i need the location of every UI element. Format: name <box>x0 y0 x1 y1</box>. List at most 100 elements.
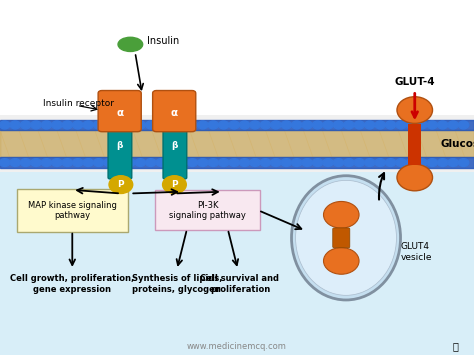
Circle shape <box>41 121 52 129</box>
FancyBboxPatch shape <box>155 190 260 230</box>
Circle shape <box>271 159 281 166</box>
Circle shape <box>354 121 365 129</box>
Circle shape <box>448 159 458 166</box>
Circle shape <box>31 121 41 129</box>
Circle shape <box>187 121 198 129</box>
Circle shape <box>271 121 281 129</box>
Circle shape <box>41 159 52 166</box>
Circle shape <box>219 159 229 166</box>
Circle shape <box>312 159 323 166</box>
Circle shape <box>417 121 427 129</box>
Circle shape <box>208 159 219 166</box>
Ellipse shape <box>397 97 432 123</box>
Text: Cell survival and
proliferation: Cell survival and proliferation <box>201 274 280 294</box>
Circle shape <box>10 159 20 166</box>
Circle shape <box>166 121 177 129</box>
Circle shape <box>135 159 146 166</box>
Circle shape <box>146 121 156 129</box>
Circle shape <box>198 159 208 166</box>
Circle shape <box>302 159 312 166</box>
Circle shape <box>41 121 52 129</box>
Circle shape <box>114 159 125 166</box>
Circle shape <box>385 121 396 129</box>
FancyBboxPatch shape <box>153 91 196 132</box>
Circle shape <box>0 121 10 129</box>
Circle shape <box>198 121 208 129</box>
Circle shape <box>52 159 62 166</box>
Circle shape <box>438 159 448 166</box>
Circle shape <box>104 159 114 166</box>
Circle shape <box>427 159 438 166</box>
Circle shape <box>271 159 281 166</box>
Circle shape <box>438 121 448 129</box>
Circle shape <box>62 121 73 129</box>
Circle shape <box>83 159 93 166</box>
Circle shape <box>104 159 114 166</box>
Circle shape <box>344 121 354 129</box>
Circle shape <box>260 159 271 166</box>
Circle shape <box>31 159 41 166</box>
Circle shape <box>146 159 156 166</box>
Circle shape <box>344 159 354 166</box>
Circle shape <box>406 159 417 166</box>
Circle shape <box>177 159 187 166</box>
Circle shape <box>198 121 208 129</box>
Circle shape <box>125 121 135 129</box>
Circle shape <box>365 159 375 166</box>
Circle shape <box>31 159 41 166</box>
Circle shape <box>146 121 156 129</box>
Circle shape <box>177 121 187 129</box>
Circle shape <box>20 159 31 166</box>
Circle shape <box>229 121 239 129</box>
FancyBboxPatch shape <box>163 109 187 179</box>
Circle shape <box>417 121 427 129</box>
Circle shape <box>93 159 104 166</box>
Circle shape <box>281 121 292 129</box>
Circle shape <box>427 121 438 129</box>
Circle shape <box>438 159 448 166</box>
Circle shape <box>250 159 260 166</box>
Circle shape <box>208 159 219 166</box>
Ellipse shape <box>118 37 143 51</box>
Circle shape <box>135 121 146 129</box>
Circle shape <box>156 121 166 129</box>
Circle shape <box>20 159 31 166</box>
Circle shape <box>375 121 385 129</box>
Circle shape <box>385 159 396 166</box>
Text: α: α <box>116 108 124 118</box>
Ellipse shape <box>397 164 432 191</box>
Text: Insulin receptor: Insulin receptor <box>43 99 114 108</box>
Circle shape <box>135 159 146 166</box>
Circle shape <box>104 121 114 129</box>
Circle shape <box>406 121 417 129</box>
Circle shape <box>417 159 427 166</box>
Circle shape <box>83 159 93 166</box>
Circle shape <box>323 159 333 166</box>
Circle shape <box>73 121 83 129</box>
Circle shape <box>385 159 396 166</box>
Circle shape <box>239 159 250 166</box>
Circle shape <box>354 159 365 166</box>
Circle shape <box>114 159 125 166</box>
Circle shape <box>52 121 62 129</box>
FancyBboxPatch shape <box>108 109 132 179</box>
Circle shape <box>375 121 385 129</box>
Text: 🔊: 🔊 <box>452 341 458 351</box>
Circle shape <box>20 121 31 129</box>
Circle shape <box>250 121 260 129</box>
Circle shape <box>354 159 365 166</box>
Ellipse shape <box>323 248 359 274</box>
Circle shape <box>31 121 41 129</box>
Circle shape <box>219 121 229 129</box>
Circle shape <box>62 121 73 129</box>
Circle shape <box>20 121 31 129</box>
Circle shape <box>229 159 239 166</box>
Circle shape <box>83 121 93 129</box>
Circle shape <box>333 121 344 129</box>
Circle shape <box>458 121 469 129</box>
Circle shape <box>396 159 406 166</box>
Circle shape <box>0 121 10 129</box>
Text: www.medicinemcq.com: www.medicinemcq.com <box>187 342 287 351</box>
FancyBboxPatch shape <box>17 189 128 232</box>
Circle shape <box>365 121 375 129</box>
